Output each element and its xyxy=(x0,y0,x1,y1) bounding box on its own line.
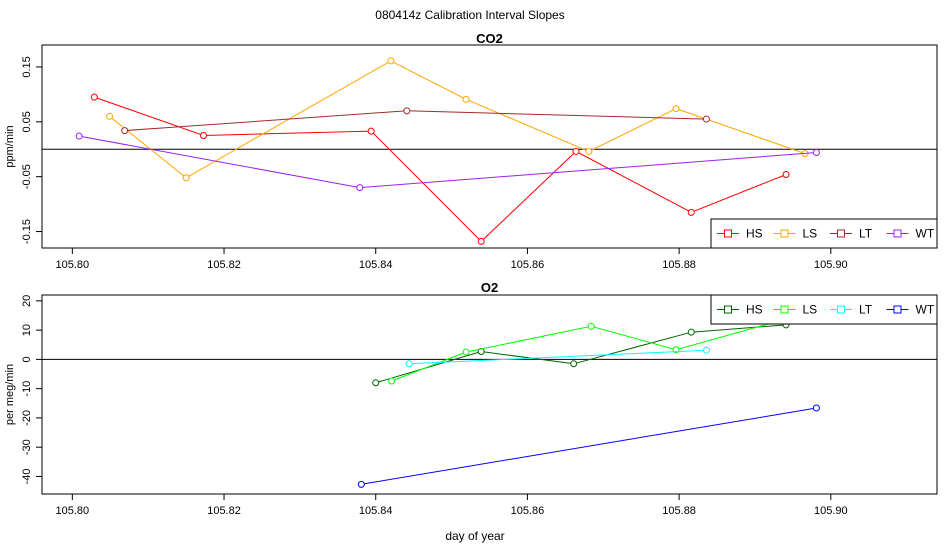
data-point xyxy=(477,237,485,245)
series-wt xyxy=(75,132,820,192)
panel-title: O2 xyxy=(481,280,498,295)
legend-marker xyxy=(780,305,789,314)
data-point xyxy=(75,132,83,140)
y-tick-label: -40 xyxy=(21,468,33,484)
y-tick-label: 20 xyxy=(21,295,33,307)
legend-marker xyxy=(893,305,902,314)
series-hs xyxy=(372,321,790,387)
data-point xyxy=(687,328,695,336)
y-tick-label: -20 xyxy=(21,410,33,426)
y-tick-label: 10 xyxy=(21,324,33,336)
series-wt xyxy=(357,404,820,488)
y-tick-label: -10 xyxy=(21,381,33,397)
y-tick-label: -0.15 xyxy=(21,219,33,244)
x-tick-label: 105.90 xyxy=(814,259,848,271)
o2-panel: O2 per meg/min 105.80 105.82 105.84 105.86 105… xyxy=(4,280,938,517)
legend-marker xyxy=(893,229,902,238)
x-tick-label: 105.80 xyxy=(56,505,90,517)
data-point xyxy=(702,346,710,354)
y-tick-label: 0 xyxy=(21,356,33,362)
data-point xyxy=(387,57,395,65)
series-line xyxy=(124,110,707,132)
x-tick-label: 105.88 xyxy=(662,259,696,271)
data-point xyxy=(403,107,411,115)
x-tick-label: 105.90 xyxy=(814,505,848,517)
data-point xyxy=(782,170,790,178)
legend-marker xyxy=(724,305,732,314)
series-lt xyxy=(121,107,710,135)
x-axis-label: day of year xyxy=(445,529,504,543)
series-line xyxy=(409,349,707,365)
data-point xyxy=(462,348,470,356)
data-point xyxy=(587,322,595,330)
series-ls xyxy=(106,57,809,182)
x-tick-label: 105.80 xyxy=(56,259,90,271)
x-tick-label: 105.84 xyxy=(359,505,393,517)
data-point xyxy=(812,149,820,157)
legend: HS LS LT WT xyxy=(710,218,938,249)
legend-label: WT xyxy=(916,303,935,317)
data-point xyxy=(367,127,375,135)
data-point xyxy=(687,208,695,216)
data-point xyxy=(121,127,129,135)
data-point xyxy=(106,112,114,120)
x-tick-label: 105.88 xyxy=(662,505,696,517)
co2-panel: CO2 ppm/min 105.80 105.82 105.84 105.86 105.88… xyxy=(4,31,938,271)
y-axis-label: per meg/min xyxy=(4,364,16,425)
y-tick-label: -0.05 xyxy=(21,164,33,189)
x-tick-label: 105.86 xyxy=(511,259,545,271)
legend: HS LS LT WT xyxy=(710,294,938,325)
data-point xyxy=(572,147,580,155)
data-point xyxy=(672,105,680,113)
data-point xyxy=(372,379,380,387)
data-point xyxy=(182,174,190,182)
data-point xyxy=(585,147,593,155)
plot-frame xyxy=(41,294,938,495)
data-point xyxy=(357,480,365,488)
data-point xyxy=(200,132,208,140)
y-axis-label: ppm/min xyxy=(4,125,16,167)
x-tick-label: 105.82 xyxy=(207,505,241,517)
series-line xyxy=(361,407,817,485)
legend-label: HS xyxy=(746,303,763,317)
legend-marker xyxy=(724,229,732,238)
legend-label: LT xyxy=(859,303,873,317)
data-point xyxy=(702,115,710,123)
legend-label: LT xyxy=(859,227,873,241)
legend-label: LS xyxy=(803,227,818,241)
legend-label: WT xyxy=(916,227,935,241)
page-title: 080414z Calibration Interval Slopes xyxy=(375,8,564,22)
data-point xyxy=(812,404,820,412)
plot-frame xyxy=(41,44,938,249)
series-lt xyxy=(405,346,710,368)
legend-label: HS xyxy=(746,227,763,241)
data-point xyxy=(388,377,396,385)
legend-marker xyxy=(837,305,845,314)
data-point xyxy=(405,360,413,368)
legend-label: LS xyxy=(803,303,818,317)
y-tick-label: 0.05 xyxy=(21,111,33,132)
legend-marker xyxy=(780,229,789,238)
series-line xyxy=(79,135,817,189)
x-tick-label: 105.82 xyxy=(207,259,241,271)
legend-marker xyxy=(837,229,845,238)
panel-title: CO2 xyxy=(476,31,503,46)
series-hs xyxy=(90,93,790,245)
y-tick-label: -30 xyxy=(21,439,33,455)
data-point xyxy=(462,95,470,103)
series-line xyxy=(375,324,787,384)
x-tick-label: 105.86 xyxy=(511,505,545,517)
x-tick-label: 105.84 xyxy=(359,259,393,271)
data-point xyxy=(356,184,364,192)
y-tick-label: 0.15 xyxy=(21,56,33,77)
data-point xyxy=(90,93,98,101)
data-point xyxy=(570,360,578,368)
